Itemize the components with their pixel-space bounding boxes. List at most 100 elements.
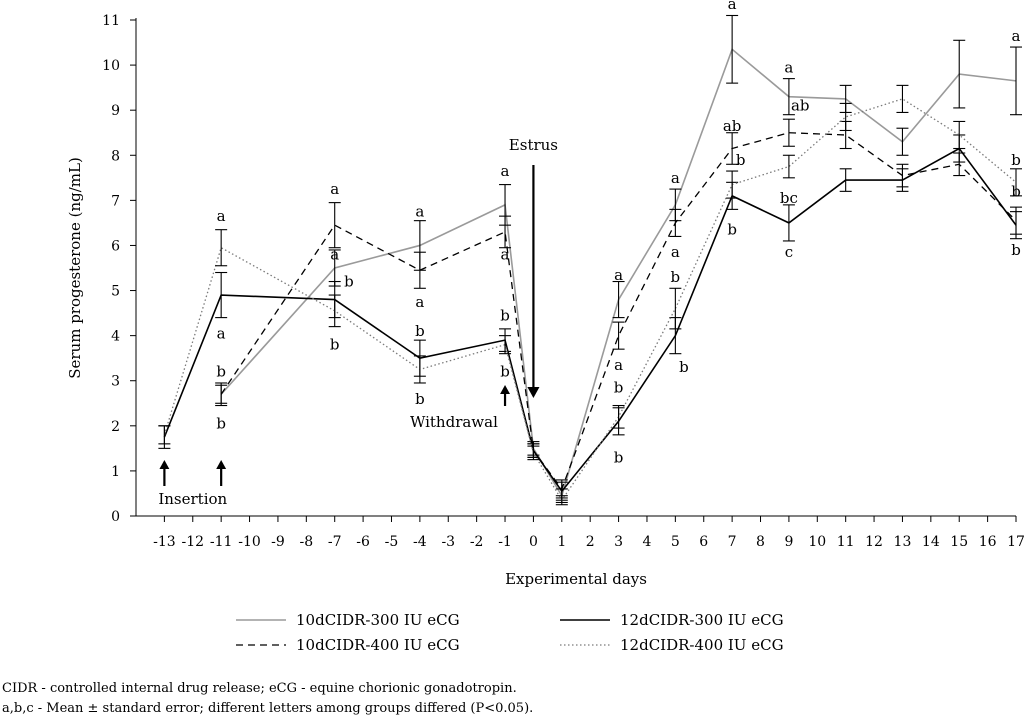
significance-letter: b [736, 151, 746, 169]
significance-letter: b [415, 322, 425, 340]
x-tick-label: 7 [728, 534, 737, 550]
error-bar [839, 168, 852, 192]
x-tick-label: -12 [182, 534, 205, 550]
error-bar [953, 39, 966, 109]
error-bar [1010, 46, 1022, 116]
significance-letter: a [614, 266, 623, 284]
legend-item-2: 10dCIDR-400 IU eCG [236, 636, 460, 654]
series-4 [158, 84, 1022, 506]
x-tick-label: 5 [671, 534, 680, 550]
error-bar [726, 14, 739, 84]
arrow-estrus [527, 165, 540, 398]
significance-letter: a [330, 245, 339, 263]
arrow-insertion-day-11 [216, 460, 227, 486]
significance-letter: a [784, 58, 793, 76]
x-tick-label: -9 [271, 534, 285, 550]
x-tick-label: 15 [950, 534, 968, 550]
y-tick-label: 7 [111, 193, 120, 209]
error-bar [782, 78, 795, 116]
significance-letter: a [614, 356, 623, 374]
x-tick-label: 11 [837, 534, 855, 550]
x-tick-label: -3 [441, 534, 455, 550]
error-bar [612, 280, 625, 319]
series-1 [215, 14, 1022, 504]
legend: 10dCIDR-300 IU eCG 10dCIDR-400 IU eCG 12dC… [236, 611, 784, 654]
significance-letter: bc [780, 189, 798, 207]
y-tick-label: 8 [111, 148, 120, 164]
significance-letter: b [415, 390, 425, 408]
x-tick-label: 17 [1007, 534, 1024, 550]
error-bar [499, 335, 512, 355]
annotation-withdrawal: Withdrawal [410, 413, 498, 431]
x-tick-label: 1 [557, 534, 566, 550]
x-tick-label: 13 [894, 534, 912, 550]
x-tick-label: 3 [614, 534, 623, 550]
y-tick-label: 11 [102, 13, 120, 29]
error-bar [896, 84, 909, 113]
y-tick-label: 5 [111, 284, 120, 300]
error-bar [158, 425, 171, 445]
arrow-insertion-day-13 [159, 460, 170, 486]
x-tick-label: 14 [922, 534, 940, 550]
x-tick-label: 8 [756, 534, 765, 550]
significance-letter: b [500, 363, 510, 381]
y-tick-label: 9 [111, 103, 120, 119]
significance-letter: a [1012, 27, 1021, 45]
legend-label: 10dCIDR-300 IU eCG [296, 611, 460, 629]
y-tick-label: 4 [111, 329, 120, 345]
significance-letter: ab [723, 117, 742, 135]
x-tick-label: -11 [210, 534, 233, 550]
error-bar [896, 168, 909, 192]
error-bar [669, 208, 682, 237]
x-tick-label: -1 [498, 534, 512, 550]
significance-letter: a [501, 245, 510, 263]
error-bar [1010, 168, 1022, 197]
error-bar [782, 204, 795, 242]
error-bar [669, 287, 682, 330]
x-tick-label: 2 [586, 534, 595, 550]
y-tick-label: 3 [111, 374, 120, 390]
x-axis-label: Experimental days [505, 570, 647, 588]
significance-letter: a [217, 324, 226, 342]
significance-letter: a [671, 169, 680, 187]
x-tick-label: -10 [238, 534, 261, 550]
significance-letter: b [216, 363, 226, 381]
significance-letter: b [1011, 182, 1021, 200]
significance-letter: b [614, 448, 624, 466]
significance-letter: ab [791, 97, 810, 115]
arrow-insertion-day-13-head [159, 460, 170, 469]
y-tick-label: 2 [111, 419, 120, 435]
error-bar [726, 170, 739, 199]
legend-label: 12dCIDR-300 IU eCG [620, 611, 784, 629]
annotation-arrows [159, 165, 540, 486]
significance-letter: a [728, 0, 737, 13]
y-tick-label: 10 [102, 58, 120, 74]
error-bar [896, 127, 909, 156]
error-bar [1010, 211, 1022, 240]
significance-letter: a [671, 243, 680, 261]
significance-letter: b [614, 378, 624, 396]
significance-letter: b [727, 221, 737, 239]
legend-label: 12dCIDR-400 IU eCG [620, 636, 784, 654]
error-bar [527, 445, 540, 461]
error-bar [612, 321, 625, 350]
x-tick-label: 9 [784, 534, 793, 550]
error-bar [215, 229, 228, 267]
footnote-abbreviations: CIDR - controlled internal drug release;… [2, 681, 517, 696]
error-bar [413, 251, 426, 289]
significance-letter: a [217, 207, 226, 225]
arrow-insertion-day-11-head [216, 460, 227, 469]
x-tick-label: -6 [356, 534, 370, 550]
x-tick-label: -2 [470, 534, 484, 550]
significance-letter: b [671, 268, 681, 286]
y-tick-label: 0 [111, 509, 120, 525]
error-bar [328, 294, 341, 328]
significance-letter: b [1011, 241, 1021, 259]
series-line [163, 98, 1017, 502]
y-tick-label: 1 [111, 464, 120, 480]
x-tick-label: -4 [413, 534, 427, 550]
x-tick-label: -13 [153, 534, 176, 550]
arrow-withdrawal-head [500, 385, 510, 394]
